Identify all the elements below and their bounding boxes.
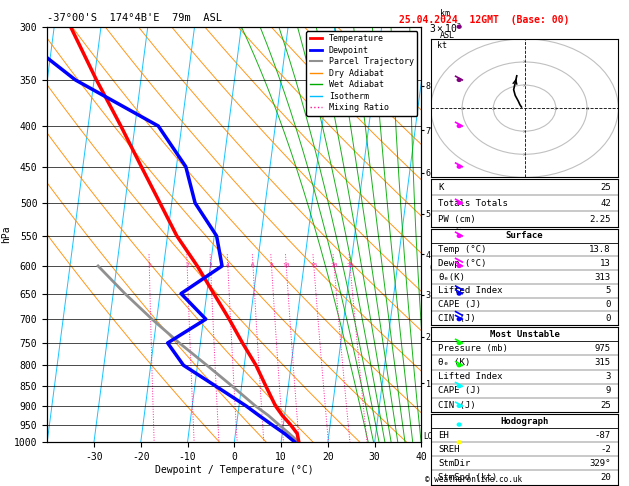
Text: x: x	[523, 83, 526, 87]
Text: 1: 1	[147, 263, 151, 268]
Text: 2.25: 2.25	[589, 214, 611, 224]
Text: StmDir: StmDir	[438, 459, 470, 468]
Text: x: x	[554, 105, 557, 111]
Text: LCL: LCL	[423, 433, 437, 441]
Text: 25: 25	[600, 183, 611, 192]
Text: © weatheronline.co.uk: © weatheronline.co.uk	[425, 474, 521, 484]
Text: Mixing Ratio (g/kg): Mixing Ratio (g/kg)	[454, 187, 462, 282]
Text: PW (cm): PW (cm)	[438, 214, 476, 224]
Text: 4: 4	[226, 263, 230, 268]
Text: 315: 315	[594, 358, 611, 367]
X-axis label: Dewpoint / Temperature (°C): Dewpoint / Temperature (°C)	[155, 465, 314, 475]
Text: Hodograph: Hodograph	[501, 417, 548, 426]
Text: K: K	[438, 183, 443, 192]
Text: 25: 25	[600, 400, 611, 410]
Text: -87: -87	[594, 431, 611, 440]
Text: x: x	[523, 129, 526, 134]
Text: 6: 6	[251, 263, 255, 268]
Text: x: x	[523, 59, 526, 65]
Text: 975: 975	[594, 344, 611, 353]
Text: 0: 0	[606, 314, 611, 323]
Text: SREH: SREH	[438, 445, 460, 454]
Text: Dewp (°C): Dewp (°C)	[438, 259, 487, 268]
Text: StmSpd (kt): StmSpd (kt)	[438, 473, 498, 482]
Text: Temp (°C): Temp (°C)	[438, 245, 487, 254]
Text: 329°: 329°	[589, 459, 611, 468]
Y-axis label: hPa: hPa	[1, 226, 11, 243]
Text: 13: 13	[600, 259, 611, 268]
Text: CIN (J): CIN (J)	[438, 400, 476, 410]
Text: 25: 25	[346, 263, 353, 268]
Text: 3: 3	[209, 263, 213, 268]
Text: EH: EH	[438, 431, 449, 440]
Text: x: x	[460, 105, 464, 111]
Text: x: x	[586, 105, 589, 111]
Text: 25.04.2024  12GMT  (Base: 00): 25.04.2024 12GMT (Base: 00)	[399, 15, 570, 25]
Text: θₑ (K): θₑ (K)	[438, 358, 470, 367]
Text: 2: 2	[186, 263, 189, 268]
Text: Lifted Index: Lifted Index	[438, 286, 503, 295]
Text: 15: 15	[310, 263, 318, 268]
Text: 0: 0	[606, 300, 611, 309]
Text: -2: -2	[600, 445, 611, 454]
Text: 5: 5	[606, 286, 611, 295]
Text: ASL: ASL	[440, 31, 455, 40]
Text: 313: 313	[594, 273, 611, 281]
Text: x: x	[523, 152, 526, 157]
Text: CAPE (J): CAPE (J)	[438, 386, 481, 396]
Text: CAPE (J): CAPE (J)	[438, 300, 481, 309]
Text: Lifted Index: Lifted Index	[438, 372, 503, 381]
Text: 9: 9	[606, 386, 611, 396]
Text: θₑ(K): θₑ(K)	[438, 273, 465, 281]
Text: km: km	[440, 9, 450, 18]
Text: CIN (J): CIN (J)	[438, 314, 476, 323]
Text: 8: 8	[270, 263, 274, 268]
Legend: Temperature, Dewpoint, Parcel Trajectory, Dry Adiabat, Wet Adiabat, Isotherm, Mi: Temperature, Dewpoint, Parcel Trajectory…	[306, 31, 417, 116]
Text: 20: 20	[330, 263, 338, 268]
Text: 42: 42	[600, 199, 611, 208]
Text: Totals Totals: Totals Totals	[438, 199, 508, 208]
Text: -37°00'S  174°4B'E  79m  ASL: -37°00'S 174°4B'E 79m ASL	[47, 13, 222, 22]
Text: x: x	[492, 105, 495, 111]
Text: Surface: Surface	[506, 231, 543, 240]
Text: 13.8: 13.8	[589, 245, 611, 254]
Text: Most Unstable: Most Unstable	[489, 330, 560, 339]
Text: 3: 3	[606, 372, 611, 381]
Text: 10: 10	[282, 263, 290, 268]
Text: kt: kt	[437, 41, 447, 50]
Text: 20: 20	[600, 473, 611, 482]
Text: Pressure (mb): Pressure (mb)	[438, 344, 508, 353]
